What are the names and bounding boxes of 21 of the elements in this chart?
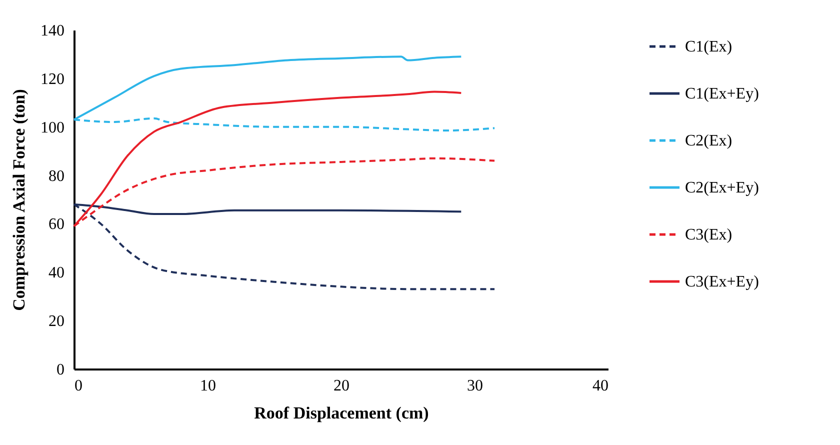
y-tick-label: 20 — [48, 313, 64, 330]
x-tick-label: 10 — [200, 378, 216, 394]
y-tick-label: 60 — [48, 216, 64, 234]
y-tick-label: 80 — [48, 168, 64, 185]
legend-label: C2(Ex+Ey) — [685, 180, 759, 196]
y-tick-label: 120 — [40, 70, 64, 88]
y-tick-label: 100 — [40, 119, 64, 136]
x-axis-title: Roof Displacement (cm) — [254, 404, 429, 422]
legend-label: C3(Ex+Ey) — [685, 274, 759, 290]
y-tick-label: 140 — [40, 22, 64, 40]
y-tick-label: 40 — [48, 264, 64, 282]
x-tick-label: 20 — [334, 378, 350, 394]
x-tick-label: 30 — [467, 378, 483, 394]
x-tick-label: 0 — [74, 378, 82, 394]
x-tick-label: 40 — [592, 378, 608, 394]
legend-label: C1(Ex) — [685, 38, 732, 56]
legend-label: C1(Ex+Ey) — [685, 86, 759, 102]
legend-label: C2(Ex) — [685, 132, 732, 150]
legend-label: C3(Ex) — [685, 226, 732, 244]
y-tick-label: 0 — [56, 362, 64, 378]
y-axis-title: Compression Axial Force (ton) — [10, 89, 28, 311]
